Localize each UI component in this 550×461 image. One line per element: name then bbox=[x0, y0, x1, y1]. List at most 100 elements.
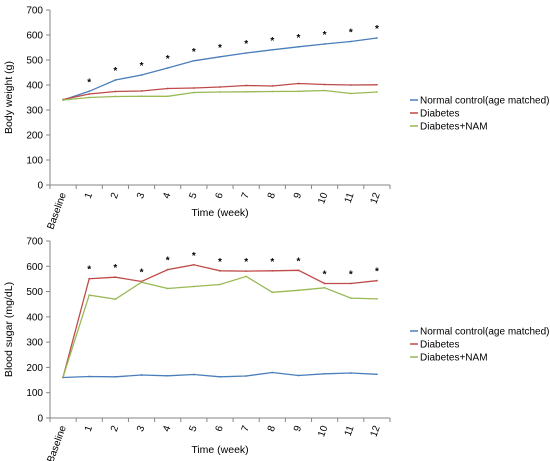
y-tick-label: 300 bbox=[26, 106, 43, 117]
series-point bbox=[141, 74, 143, 76]
series-point bbox=[271, 372, 273, 374]
x-tick-label: 12 bbox=[369, 191, 383, 206]
significance-star: * bbox=[375, 267, 379, 278]
series-point bbox=[167, 269, 169, 271]
legend-label: Diabetes+NAM bbox=[420, 353, 488, 364]
series-point bbox=[376, 298, 378, 300]
series-point bbox=[298, 289, 300, 291]
significance-star: * bbox=[270, 36, 274, 47]
series-point bbox=[245, 270, 247, 272]
significance-star: * bbox=[244, 39, 248, 50]
y-tick-label: 0 bbox=[37, 181, 43, 192]
series-point bbox=[350, 93, 352, 95]
series-point bbox=[298, 90, 300, 92]
series-point bbox=[376, 37, 378, 39]
series-point bbox=[88, 376, 90, 378]
series-point bbox=[167, 288, 169, 290]
significance-star: * bbox=[113, 66, 117, 77]
series-point bbox=[88, 90, 90, 92]
significance-star: * bbox=[192, 251, 196, 262]
series-point bbox=[271, 91, 273, 93]
series-point bbox=[219, 86, 221, 88]
x-tick-label: 8 bbox=[266, 191, 278, 200]
x-axis-title: Time (week) bbox=[191, 444, 248, 456]
x-axis-title: Time (week) bbox=[191, 207, 248, 219]
series-point bbox=[193, 374, 195, 376]
series-point bbox=[193, 286, 195, 288]
series-point bbox=[167, 67, 169, 69]
series-point bbox=[245, 276, 247, 278]
x-tick-label: 10 bbox=[316, 424, 330, 439]
legend-label: Diabetes bbox=[420, 340, 459, 351]
series-point bbox=[350, 283, 352, 285]
series-point bbox=[88, 278, 90, 280]
series-point bbox=[350, 84, 352, 86]
series-point bbox=[350, 41, 352, 43]
series-point bbox=[193, 264, 195, 266]
x-tick-label: 5 bbox=[187, 191, 199, 200]
series-point bbox=[298, 269, 300, 271]
series-point bbox=[88, 93, 90, 95]
series-point bbox=[298, 46, 300, 48]
x-tick-label: 9 bbox=[292, 191, 304, 200]
x-tick-label: 4 bbox=[161, 424, 173, 433]
series-point bbox=[219, 56, 221, 58]
x-tick-label: 1 bbox=[83, 191, 95, 200]
series-point bbox=[62, 99, 64, 101]
series-point bbox=[324, 84, 326, 86]
series-point bbox=[141, 374, 143, 376]
series-point bbox=[324, 287, 326, 289]
x-tick-label: 7 bbox=[240, 424, 252, 433]
series-point bbox=[114, 91, 116, 93]
series-point bbox=[88, 294, 90, 296]
series-point bbox=[114, 376, 116, 378]
series-point bbox=[219, 376, 221, 378]
significance-star: * bbox=[166, 256, 170, 267]
series-point bbox=[350, 297, 352, 299]
y-tick-label: 500 bbox=[26, 56, 43, 67]
significance-star: * bbox=[140, 61, 144, 72]
significance-star: * bbox=[140, 267, 144, 278]
series-line-2 bbox=[63, 265, 377, 377]
series-point bbox=[219, 91, 221, 93]
x-tick-label: Baseline bbox=[45, 191, 69, 231]
series-point bbox=[167, 88, 169, 90]
series-point bbox=[141, 90, 143, 92]
series-point bbox=[193, 60, 195, 62]
significance-star: * bbox=[323, 269, 327, 280]
series-point bbox=[376, 91, 378, 93]
y-tick-label: 200 bbox=[26, 131, 43, 142]
y-axis-title: Blood sugar (mg/dL) bbox=[3, 282, 15, 377]
series-point bbox=[245, 375, 247, 377]
x-tick-label: 11 bbox=[343, 191, 357, 205]
x-tick-label: 5 bbox=[187, 424, 199, 433]
y-tick-label: 400 bbox=[26, 81, 43, 92]
x-tick-label: 1 bbox=[83, 424, 95, 433]
y-tick-label: 100 bbox=[26, 156, 43, 167]
x-tick-label: 3 bbox=[135, 191, 147, 200]
significance-star: * bbox=[87, 77, 91, 88]
series-point bbox=[324, 43, 326, 45]
series-point bbox=[193, 92, 195, 94]
legend-label: Normal control(age matched) bbox=[420, 96, 550, 107]
significance-star: * bbox=[218, 43, 222, 54]
series-point bbox=[114, 276, 116, 278]
x-tick-label: Baseline bbox=[45, 424, 69, 461]
y-tick-label: 0 bbox=[37, 414, 43, 425]
series-point bbox=[141, 281, 143, 283]
legend-label: Normal control(age matched) bbox=[420, 327, 550, 338]
series-point bbox=[376, 280, 378, 282]
series-point bbox=[219, 270, 221, 272]
series-point bbox=[114, 79, 116, 81]
significance-star: * bbox=[113, 263, 117, 274]
significance-star: * bbox=[166, 54, 170, 65]
x-tick-label: 12 bbox=[369, 424, 383, 439]
series-point bbox=[271, 291, 273, 293]
series-point bbox=[245, 85, 247, 87]
y-tick-label: 700 bbox=[26, 6, 43, 17]
series-line-3 bbox=[63, 276, 377, 376]
series-point bbox=[167, 375, 169, 377]
series-point bbox=[298, 375, 300, 377]
significance-star: * bbox=[375, 24, 379, 35]
